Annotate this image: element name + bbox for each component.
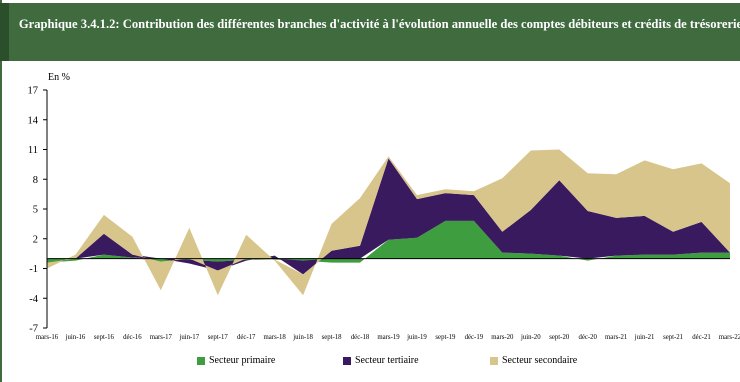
x-tick-label: sept-21	[663, 334, 683, 341]
x-tick-label: mars-16	[36, 334, 59, 341]
legend-item: Secteur tertiaire	[343, 355, 419, 366]
x-tick-label: sept-17	[208, 334, 229, 341]
x-tick-label: sept-20	[549, 334, 570, 341]
x-tick-label: juin-17	[178, 334, 199, 341]
y-tick-label: -4	[29, 294, 38, 305]
y-tick-label: 14	[28, 115, 39, 126]
area-secteur-primaire	[47, 220, 730, 263]
y-unit-label: En %	[48, 72, 70, 83]
y-tick-label: 8	[33, 175, 38, 186]
banner-accent	[0, 3, 9, 61]
x-tick-label: sept-16	[94, 334, 115, 341]
x-tick-label: déc-16	[123, 334, 142, 341]
x-tick-label: mars-17	[150, 334, 173, 341]
legend-swatch	[197, 356, 205, 365]
legend-label: Secteur secondaire	[502, 355, 578, 366]
x-tick-label: juin-20	[520, 334, 541, 341]
x-tick-label: déc-20	[578, 334, 597, 341]
x-tick-label: déc-21	[692, 334, 711, 341]
x-tick-label: juin-16	[65, 334, 86, 341]
x-tick-label: mars-21	[605, 334, 627, 341]
legend-swatch	[343, 356, 351, 365]
y-tick-label: -7	[29, 324, 38, 335]
x-tick-label: juin-19	[406, 334, 427, 341]
x-tick-label: juin-18	[292, 334, 313, 341]
y-tick-label: 17	[28, 86, 39, 97]
x-tick-label: mars-20	[491, 334, 514, 341]
chart-title: Graphique 3.4.1.2: Contribution des diff…	[18, 17, 740, 31]
chart-legend: Secteur primaire Secteur tertiaire Secteur…	[0, 355, 740, 371]
x-tick-label: juin-21	[634, 334, 655, 341]
legend-swatch	[490, 356, 498, 365]
legend-item: Secteur secondaire	[490, 355, 577, 366]
legend-label: Secteur tertiaire	[355, 355, 419, 366]
legend-item: Secteur primaire	[197, 355, 275, 366]
x-tick-label: déc-18	[351, 334, 370, 341]
x-tick-label: mars-19	[377, 334, 400, 341]
legend-label: Secteur primaire	[209, 355, 276, 366]
y-tick-label: 2	[33, 234, 38, 245]
x-tick-label: mars-22	[719, 334, 740, 341]
x-tick-label: mars-18	[264, 334, 287, 341]
y-tick-label: -1	[29, 264, 38, 275]
y-tick-label: 5	[33, 205, 38, 216]
x-tick-label: sept-18	[322, 334, 343, 341]
x-tick-label: sept-19	[435, 334, 456, 341]
x-tick-label: déc-19	[465, 334, 484, 341]
y-tick-label: 11	[28, 145, 38, 156]
area-secteur-tertiaire	[47, 158, 730, 275]
x-tick-label: déc-17	[237, 334, 256, 341]
title-banner	[2, 3, 740, 61]
